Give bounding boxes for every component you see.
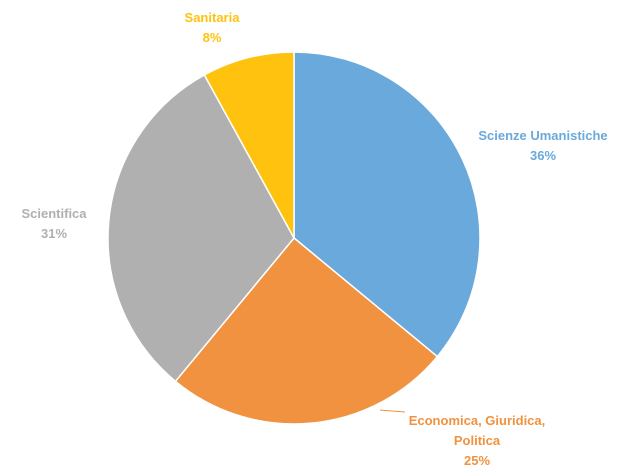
- slice-label-group-2: Scientifica 31%: [21, 206, 87, 241]
- pie-slice-2: [107, 73, 295, 383]
- pie-slice-0: [293, 51, 481, 358]
- slice-value-label-2: 31%: [41, 226, 67, 241]
- pie-slice-3: [203, 51, 295, 239]
- slice-name-label-1: Politica: [454, 433, 501, 448]
- slice-value-label-0: 36%: [530, 148, 556, 163]
- slice-label-group-3: Sanitaria 8%: [185, 10, 241, 45]
- slice-label-group-1: Economica, Giuridica, Politica 25%: [409, 413, 546, 468]
- slice-label-group-0: Scienze Umanistiche 36%: [478, 128, 607, 163]
- labels-layer: Scienze Umanistiche 36% Economica, Giuridi…: [21, 10, 607, 468]
- slice-value-label-1: 25%: [464, 453, 490, 468]
- slices-layer: [107, 51, 481, 425]
- pie-slice-1: [174, 236, 439, 425]
- slice-name-label-2: Scientifica: [21, 206, 87, 221]
- slice-name-label-0: Scienze Umanistiche: [478, 128, 607, 143]
- slice-value-label-3: 8%: [203, 30, 222, 45]
- leader-line: [379, 409, 406, 413]
- slice-name-label-3: Sanitaria: [185, 10, 241, 25]
- slice-name-label-1: Economica, Giuridica,: [409, 413, 546, 428]
